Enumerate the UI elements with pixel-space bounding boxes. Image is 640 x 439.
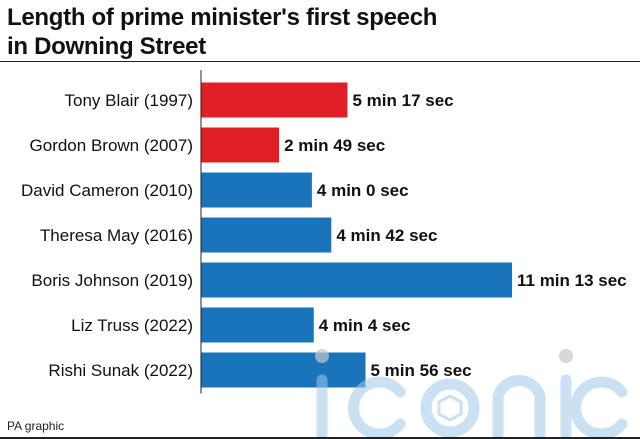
chart-title-line-1: Length of prime minister's first speech	[7, 4, 438, 31]
value-label-liz-truss-2022: 4 min 4 sec	[319, 316, 411, 335]
chart-title-line-2: in Downing Street	[7, 33, 206, 60]
bar-theresa-may-2016	[201, 217, 332, 253]
title-divider	[0, 61, 640, 62]
value-label-gordon-brown-2007: 2 min 49 sec	[284, 136, 385, 155]
category-label-boris-johnson-2019: Boris Johnson (2019)	[31, 271, 193, 290]
category-label-theresa-may-2016: Theresa May (2016)	[40, 226, 193, 245]
value-label-rishi-sunak-2022: 5 min 56 sec	[371, 361, 472, 380]
value-label-theresa-may-2016: 4 min 42 sec	[336, 226, 437, 245]
bar-rishi-sunak-2022	[201, 352, 366, 388]
category-label-tony-blair-1997: Tony Blair (1997)	[64, 91, 193, 110]
bar-liz-truss-2022	[201, 307, 314, 343]
bar-tony-blair-1997	[201, 82, 348, 118]
category-label-david-cameron-2010: David Cameron (2010)	[21, 181, 193, 200]
bar-david-cameron-2010	[201, 172, 312, 208]
iconic-watermark-logo	[315, 349, 628, 437]
source-credit: PA graphic	[7, 419, 65, 433]
category-label-gordon-brown-2007: Gordon Brown (2007)	[30, 136, 193, 155]
bar-chart: Tony Blair (1997) 5 min 17 sec Gordon Brow…	[21, 70, 627, 394]
value-label-tony-blair-1997: 5 min 17 sec	[352, 91, 453, 110]
value-label-boris-johnson-2019: 11 min 13 sec	[517, 271, 627, 290]
category-label-rishi-sunak-2022: Rishi Sunak (2022)	[48, 361, 193, 380]
bottom-divider	[0, 437, 640, 439]
bar-gordon-brown-2007	[201, 127, 280, 163]
bar-boris-johnson-2019	[201, 262, 512, 298]
value-label-david-cameron-2010: 4 min 0 sec	[317, 181, 409, 200]
chart-title: Length of prime minister's first speech …	[7, 3, 627, 61]
category-label-liz-truss-2022: Liz Truss (2022)	[71, 316, 193, 335]
